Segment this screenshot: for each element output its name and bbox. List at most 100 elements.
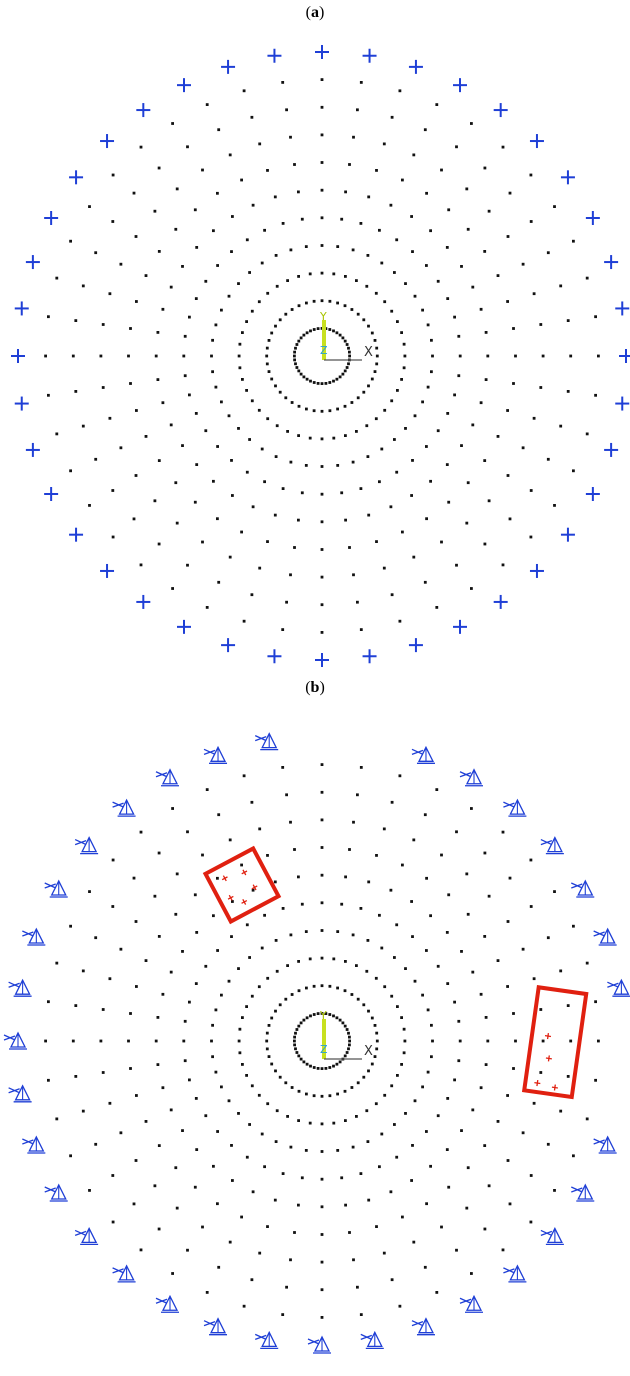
mesh-node [273, 880, 277, 884]
mesh-node [383, 300, 387, 304]
mesh-node [227, 979, 231, 983]
mesh-node [195, 463, 199, 466]
mesh-node [501, 145, 505, 149]
mesh-node [211, 338, 214, 342]
mesh-node [348, 1043, 351, 1047]
mesh-node [248, 271, 251, 274]
mesh-node [529, 173, 533, 177]
mesh-node [378, 480, 381, 484]
mesh-node [390, 994, 394, 998]
fixed-support-cross [100, 134, 115, 149]
mesh-node [47, 1000, 50, 1004]
mesh-node [401, 530, 404, 534]
mesh-node [266, 291, 270, 295]
mesh-node [435, 606, 439, 609]
boundary-crosses [11, 45, 630, 667]
mesh-node [532, 292, 536, 296]
mesh-node [566, 319, 570, 322]
fixed-support-cross [136, 103, 151, 118]
mesh-node [275, 1109, 279, 1113]
mesh-node [393, 1123, 396, 1126]
coordinate-triad: Y Z X [319, 1009, 373, 1060]
mesh-node [201, 1225, 204, 1229]
fixed-support-cross [362, 649, 377, 664]
mesh-node [299, 1021, 303, 1025]
mesh-node [251, 888, 255, 892]
mesh-node [94, 251, 98, 255]
mesh-node [237, 354, 241, 358]
mesh-node [295, 1028, 299, 1031]
mesh-node [220, 400, 223, 404]
mesh-node [274, 1069, 277, 1073]
mesh-node [501, 830, 505, 834]
mesh-node [94, 1142, 98, 1146]
mesh-node [367, 513, 371, 517]
mesh-node [378, 913, 381, 917]
mesh-node [183, 334, 187, 338]
pin-support-icon [254, 1330, 279, 1350]
mesh-node [174, 1166, 178, 1170]
mesh-node [154, 354, 158, 358]
mesh-node [132, 876, 136, 880]
mesh-node [305, 407, 308, 411]
mesh-node [281, 487, 285, 490]
mesh-node [228, 555, 232, 559]
mesh-node [157, 1144, 161, 1147]
fixed-support-cross [44, 487, 59, 502]
mesh-node [320, 520, 324, 524]
mesh-node [238, 1051, 242, 1055]
pin-support-icon [571, 879, 595, 898]
mesh-node [343, 1054, 347, 1058]
mesh-node [539, 1008, 543, 1011]
mesh-node [341, 1021, 345, 1025]
mesh-node [281, 1313, 285, 1316]
mesh-node [402, 1027, 406, 1031]
mesh-node [181, 265, 184, 268]
pin-support-icon [540, 836, 564, 855]
fixed-support-cross [100, 563, 115, 578]
mesh-node [496, 435, 500, 438]
mesh-node [344, 434, 347, 437]
mesh-node [340, 1176, 344, 1180]
mesh-node [297, 1054, 301, 1058]
mesh-node [174, 912, 178, 916]
mesh-node [389, 203, 393, 207]
mesh-node [375, 1047, 379, 1051]
mesh-node [426, 1008, 430, 1012]
mesh-node [263, 1165, 266, 1169]
mesh-node [484, 1016, 488, 1019]
mesh-node [161, 1086, 165, 1090]
mesh-node [486, 1039, 490, 1043]
mesh-node [479, 307, 483, 311]
mesh-node [251, 505, 255, 509]
mesh-node [328, 328, 332, 331]
mesh-node [216, 264, 219, 267]
mesh-node [220, 1085, 223, 1089]
mesh-node [506, 474, 510, 477]
fixed-support-cross [69, 527, 84, 542]
mesh-node [436, 429, 440, 433]
mesh-node [228, 1240, 232, 1244]
mesh-node [411, 935, 414, 938]
mesh-node [302, 333, 306, 337]
mesh-node [529, 535, 533, 539]
mesh-node [245, 923, 249, 927]
pin-support-icon [203, 745, 228, 764]
mesh-node [436, 964, 440, 968]
mesh-node [355, 430, 358, 433]
mesh-node [111, 858, 115, 862]
mesh-node [453, 393, 456, 397]
panel-a: (a) Y Z X [0, 0, 630, 675]
x-axis-label: X [364, 1044, 373, 1059]
mesh-node [47, 1078, 50, 1082]
mesh-node [382, 566, 386, 570]
mesh-node [211, 1023, 214, 1027]
mesh-node [569, 1039, 573, 1043]
mesh-node [506, 409, 509, 412]
mesh-node [483, 542, 487, 546]
mesh-node [365, 284, 369, 288]
mesh-node [248, 438, 251, 441]
mesh-node [186, 563, 189, 567]
mesh-node [572, 1154, 575, 1158]
mesh-node [389, 888, 393, 892]
